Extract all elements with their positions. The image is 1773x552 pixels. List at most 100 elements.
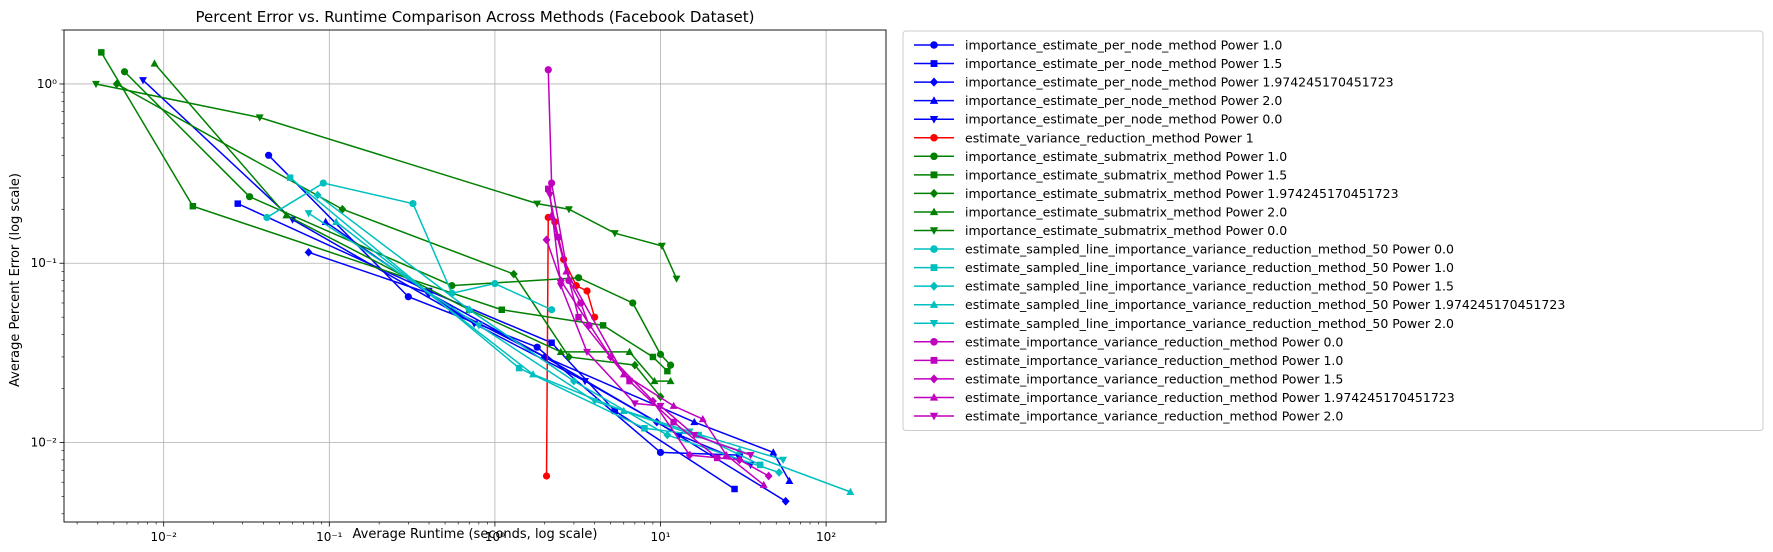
legend-marker [929, 227, 939, 235]
data-point [781, 496, 790, 506]
data-point [650, 376, 659, 385]
series-8 [112, 79, 665, 402]
data-point [606, 352, 615, 362]
legend-label: importance_estimate_submatrix_method Pow… [965, 167, 1287, 182]
data-point [625, 347, 634, 355]
data-point [529, 370, 538, 378]
series-line [308, 212, 784, 461]
data-point [562, 267, 571, 275]
legend-label: estimate_sampled_line_importance_varianc… [965, 297, 1565, 312]
data-point [533, 343, 541, 351]
legend-marker [929, 393, 939, 401]
data-point [263, 213, 271, 222]
data-point [265, 151, 273, 159]
legend-label: estimate_variance_reduction_method Power… [965, 130, 1254, 145]
data-point [675, 431, 684, 440]
legend-marker [929, 300, 939, 308]
data-point [313, 190, 322, 200]
legend-marker [930, 171, 938, 179]
data-point [189, 202, 197, 210]
legend-item: importance_estimate_submatrix_method Pow… [914, 204, 1287, 219]
series-19 [547, 211, 768, 488]
data-point [564, 206, 573, 214]
data-point [245, 193, 254, 201]
legend-marker [929, 115, 939, 124]
data-point [764, 471, 773, 481]
legend-item: estimate_sampled_line_importance_varianc… [914, 242, 1454, 257]
data-point [590, 398, 599, 406]
series-line [547, 188, 718, 459]
legend-label: estimate_importance_variance_reduction_m… [965, 409, 1343, 424]
legend-item: estimate_importance_variance_reduction_m… [914, 390, 1455, 405]
data-point [498, 306, 505, 313]
data-point [756, 461, 764, 469]
data-point [92, 80, 100, 89]
legend-item: importance_estimate_per_node_method Powe… [914, 93, 1282, 108]
legend-marker [930, 338, 938, 346]
plot-frame [63, 29, 887, 523]
legend-label: importance_estimate_submatrix_method Pow… [965, 186, 1399, 201]
data-point [656, 448, 665, 457]
legend-label: estimate_sampled_line_importance_varianc… [965, 316, 1454, 331]
data-point [332, 217, 341, 225]
data-point [120, 68, 129, 76]
legend-marker [930, 133, 938, 142]
x-tick-label: 10⁻¹ [316, 530, 343, 544]
data-point [474, 322, 483, 330]
data-point [610, 230, 619, 238]
series-10 [92, 80, 681, 283]
x-tick-label: 10¹ [650, 530, 670, 544]
legend-label: importance_estimate_per_node_method Powe… [965, 38, 1282, 53]
data-point [556, 347, 565, 355]
data-point [685, 450, 694, 460]
data-point [569, 376, 578, 386]
series-line [268, 154, 740, 456]
data-point [564, 352, 573, 362]
legend-item: estimate_importance_variance_reduction_m… [914, 409, 1343, 424]
data-point [533, 200, 542, 208]
data-point [731, 485, 738, 493]
data-point [629, 299, 637, 307]
data-point [542, 472, 551, 480]
legend-marker [930, 356, 938, 364]
data-point [575, 313, 582, 321]
data-point [465, 305, 474, 315]
data-point [338, 204, 347, 214]
plot-area: 10⁻² 10⁻¹ 10⁰ 10¹ 10² 10⁻² 10⁻¹ 10⁰ [31, 29, 887, 544]
legend-item: estimate_variance_reduction_method Power… [914, 130, 1254, 145]
data-point [630, 360, 639, 370]
x-tick-label: 10⁰ [485, 530, 505, 544]
data-point [581, 378, 589, 386]
data-point [619, 370, 628, 378]
legend-marker [929, 374, 939, 384]
data-point [98, 49, 105, 56]
legend-item: estimate_sampled_line_importance_varianc… [914, 279, 1454, 294]
series-7 [98, 49, 671, 375]
data-point [656, 350, 665, 358]
legend-item: importance_estimate_per_node_method Powe… [914, 112, 1282, 127]
data-point [542, 235, 551, 245]
data-point [404, 293, 412, 301]
series-line [549, 194, 751, 456]
series-group [92, 49, 855, 506]
y-axis-label: Average Percent Error (log scale) [8, 173, 23, 387]
data-point [548, 339, 555, 346]
legend-marker [929, 77, 939, 87]
series-20 [545, 191, 755, 460]
data-point [545, 185, 552, 193]
legend-marker [930, 152, 938, 161]
data-point [641, 425, 648, 432]
data-point [746, 452, 755, 460]
legend-marker [929, 320, 939, 328]
data-point [509, 269, 518, 279]
x-axis-label: Average Runtime (seconds, log scale) [353, 527, 598, 542]
legend-item: importance_estimate_submatrix_method Pow… [914, 186, 1399, 201]
legend-label: importance_estimate_per_node_method Powe… [965, 112, 1282, 127]
legend-item: estimate_sampled_line_importance_varianc… [914, 297, 1565, 312]
data-point [779, 456, 788, 464]
data-point [112, 79, 121, 89]
chart-title: Percent Error vs. Runtime Comparison Acr… [196, 8, 755, 26]
legend: importance_estimate_per_node_method Powe… [902, 30, 1764, 432]
series-line [116, 83, 662, 398]
